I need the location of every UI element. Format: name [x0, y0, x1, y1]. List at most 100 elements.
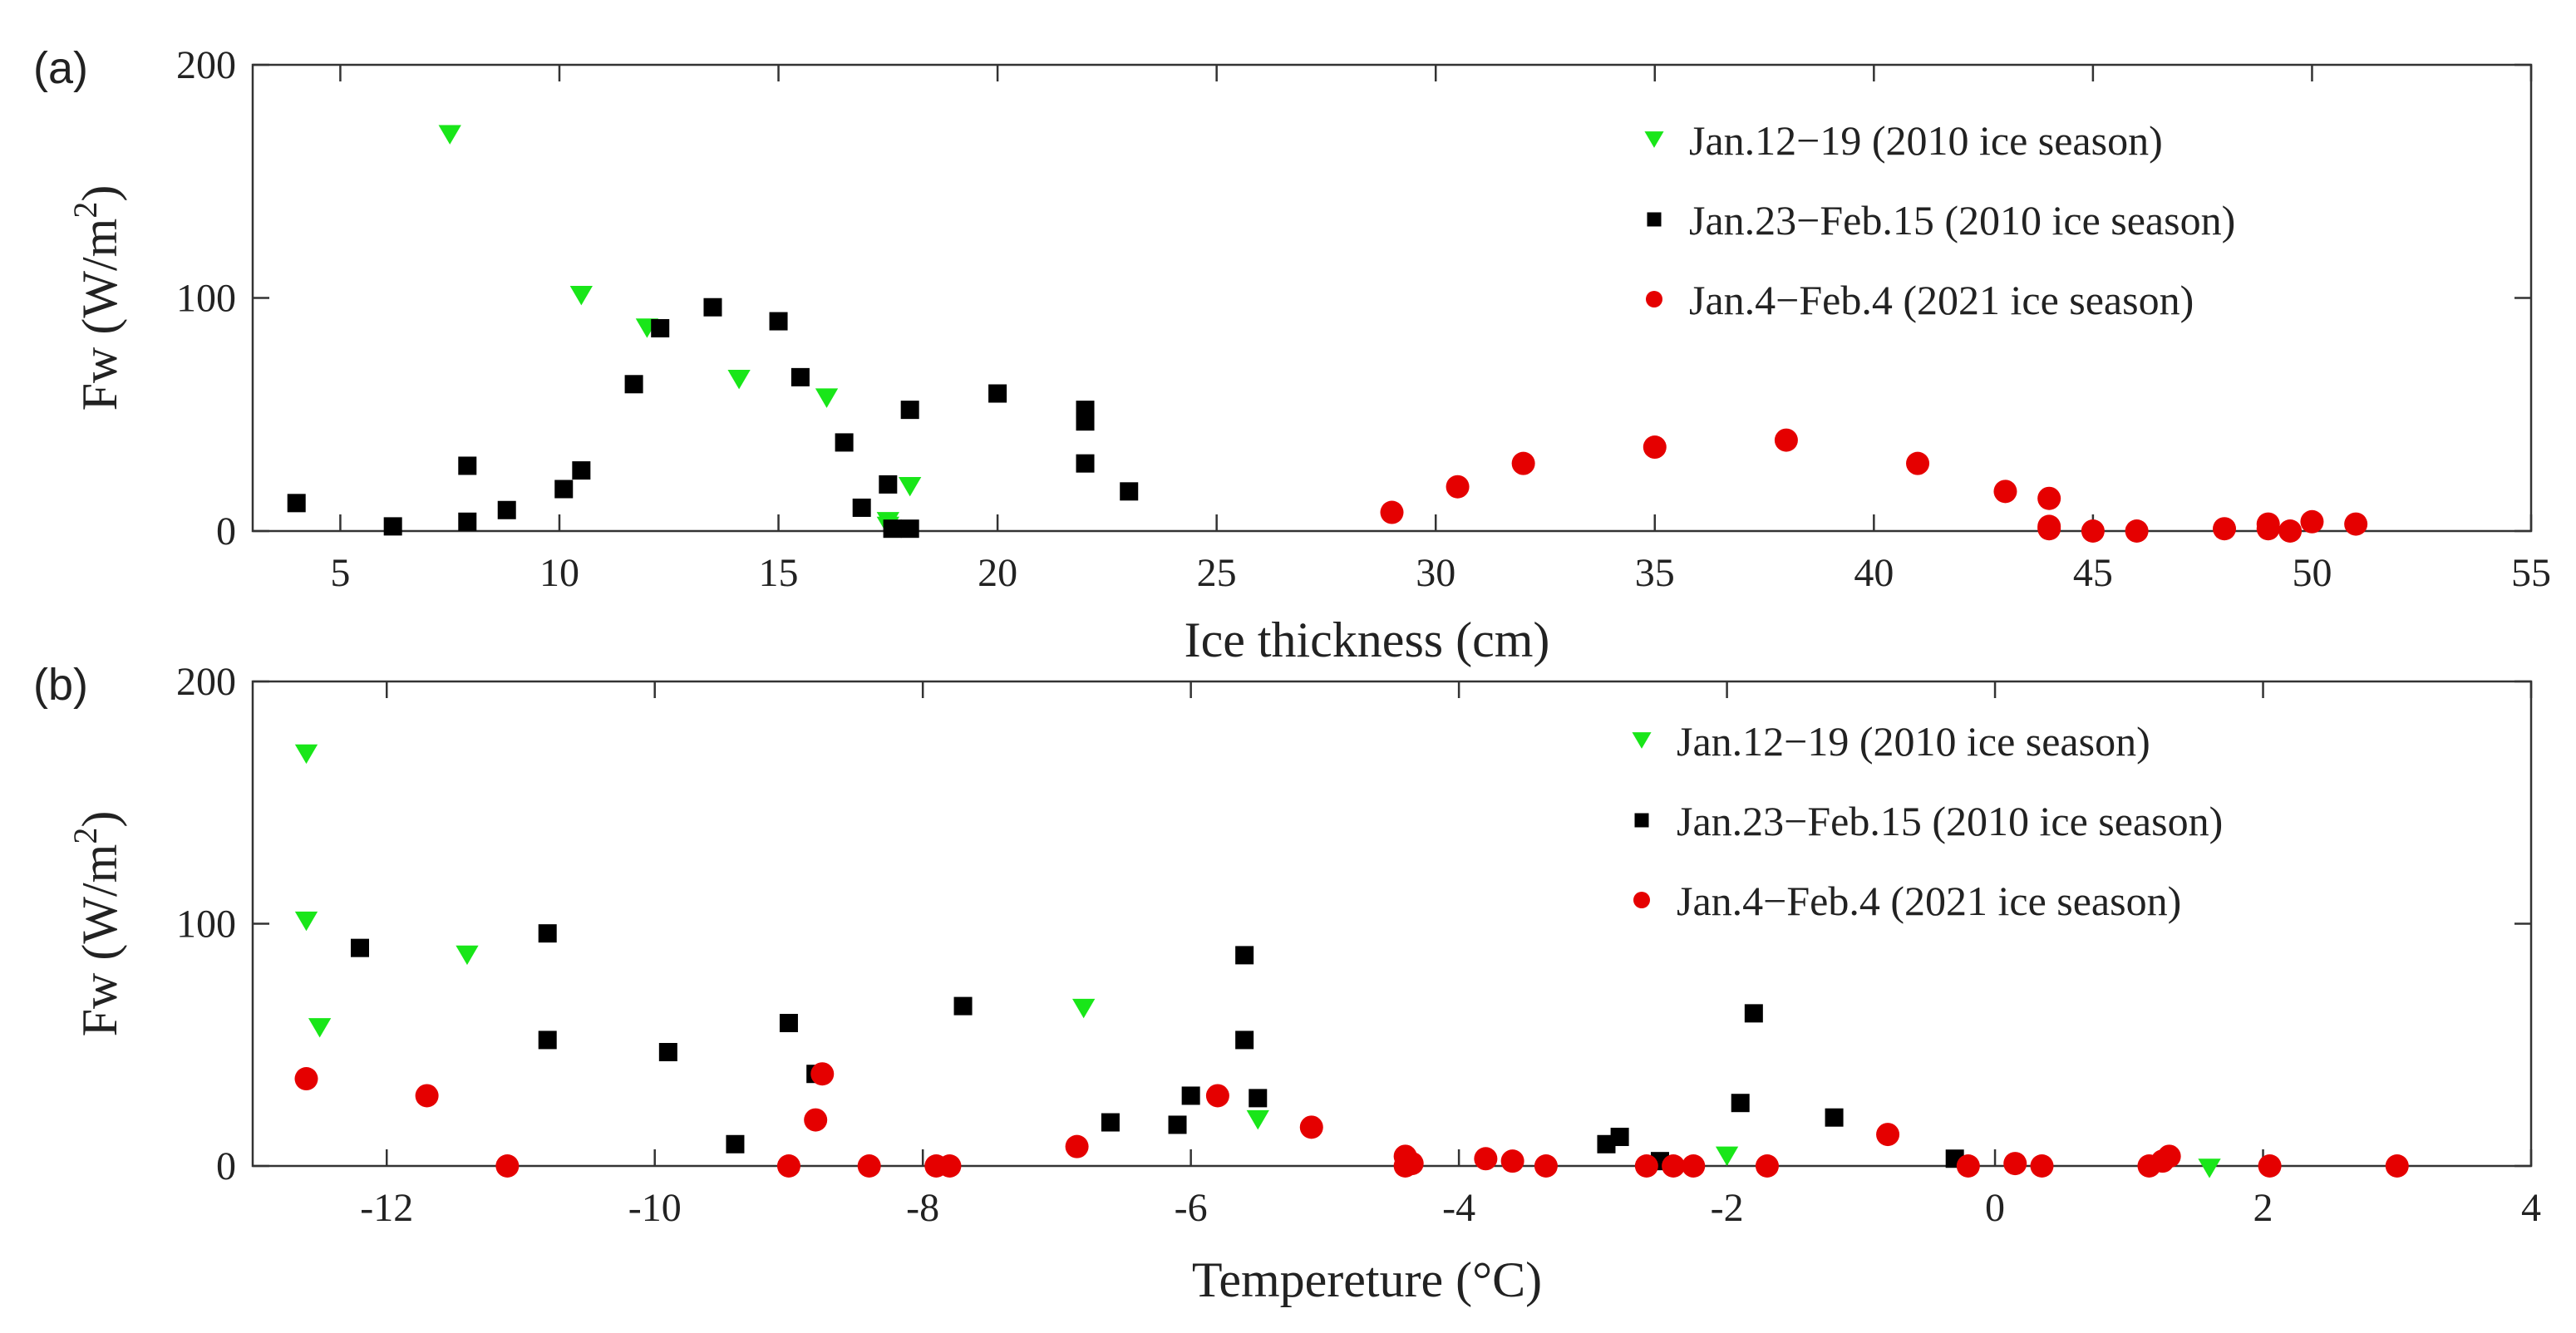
- x-tick-label: 2: [2253, 1186, 2273, 1230]
- marker-circle: [1400, 1152, 1424, 1176]
- x-tick-label: 30: [1416, 551, 1455, 595]
- marker-square: [383, 517, 402, 536]
- marker-triangle: [899, 477, 922, 497]
- x-tick-label: -4: [1442, 1186, 1475, 1230]
- marker-square: [538, 1030, 557, 1050]
- marker-circle: [2030, 1154, 2054, 1178]
- marker-triangle: [308, 1018, 332, 1038]
- x-tick-label: 10: [539, 551, 579, 595]
- x-tick-label: -12: [360, 1186, 413, 1230]
- marker-circle: [1774, 428, 1798, 452]
- marker-square: [900, 401, 919, 420]
- marker-square: [791, 367, 810, 386]
- marker-square: [1647, 212, 1662, 227]
- marker-circle: [1500, 1149, 1524, 1173]
- marker-square: [1731, 1094, 1750, 1113]
- marker-square: [1168, 1115, 1187, 1134]
- marker-circle: [804, 1108, 828, 1132]
- marker-square: [1181, 1086, 1200, 1105]
- legend-entry: Jan.4−Feb.4 (2021 ice season): [1677, 878, 2181, 924]
- marker-circle: [1956, 1154, 1980, 1178]
- marker-circle: [1511, 451, 1535, 475]
- marker-square: [879, 475, 898, 494]
- marker-square: [1744, 1004, 1763, 1023]
- marker-circle: [1065, 1134, 1089, 1158]
- y-axis-label-main: Fw (W/m: [72, 844, 127, 1037]
- marker-circle: [938, 1154, 962, 1178]
- x-tick-label: 45: [2073, 551, 2113, 595]
- marker-circle: [1646, 291, 1662, 307]
- x-tick-label: 25: [1197, 551, 1237, 595]
- marker-circle: [415, 1084, 439, 1108]
- x-tick-label: -6: [1175, 1186, 1208, 1230]
- marker-circle: [2385, 1154, 2409, 1178]
- marker-triangle: [294, 744, 318, 765]
- x-axis-label: Ice thickness (cm): [1185, 612, 1550, 667]
- x-tick-label: 0: [1985, 1186, 2005, 1230]
- marker-circle: [1446, 475, 1470, 499]
- marker-square: [554, 480, 574, 499]
- marker-square: [769, 312, 788, 331]
- marker-square: [624, 375, 643, 394]
- y-axis-label-main: Fw (W/m: [72, 219, 127, 411]
- marker-circle: [776, 1154, 800, 1178]
- marker-circle: [495, 1154, 520, 1178]
- marker-square: [350, 938, 369, 957]
- marker-square: [779, 1014, 798, 1033]
- y-axis-label-sup: 2: [66, 202, 104, 219]
- marker-square: [835, 433, 854, 452]
- series-triangle-down: [294, 744, 2221, 1178]
- series-circle: [1380, 428, 2368, 543]
- marker-triangle: [2198, 1158, 2221, 1178]
- x-tick-label: 20: [978, 551, 1017, 595]
- marker-triangle: [1715, 1146, 1739, 1167]
- x-tick-label: -8: [906, 1186, 939, 1230]
- plot-frame: [251, 680, 2533, 1168]
- marker-circle: [2258, 1154, 2282, 1178]
- marker-triangle: [569, 285, 593, 306]
- marker-circle: [810, 1062, 835, 1086]
- legend: Jan.12−19 (2010 ice season) Jan.23−Feb.15…: [1632, 718, 2223, 924]
- marker-circle: [1755, 1154, 1779, 1178]
- marker-square: [988, 384, 1007, 403]
- marker-circle: [1876, 1123, 1900, 1147]
- y-tick-label: 0: [216, 1144, 236, 1188]
- marker-circle: [1906, 451, 1930, 475]
- marker-square: [900, 519, 919, 539]
- marker-square: [1249, 1089, 1268, 1108]
- y-tick-label: 0: [216, 509, 236, 553]
- marker-square: [538, 924, 557, 943]
- y-tick-label: 100: [176, 277, 236, 321]
- legend: Jan.12−19 (2010 ice season) Jan.23−Feb.15…: [1644, 117, 2235, 323]
- marker-square: [852, 498, 871, 517]
- marker-square: [1235, 1030, 1254, 1050]
- marker-triangle: [438, 125, 461, 145]
- marker-triangle: [1632, 732, 1652, 749]
- marker-circle: [1633, 892, 1650, 908]
- marker-circle: [1634, 1154, 1658, 1178]
- marker-square: [703, 298, 722, 317]
- x-tick-label: 4: [2521, 1186, 2541, 1230]
- marker-square: [953, 996, 973, 1016]
- marker-circle: [2003, 1152, 2027, 1176]
- x-tick-label: 40: [1854, 551, 1894, 595]
- marker-square: [1634, 813, 1649, 828]
- x-tick-label: 5: [330, 551, 350, 595]
- y-tick-label: 200: [176, 43, 236, 87]
- marker-circle: [2256, 517, 2280, 541]
- marker-circle: [2037, 517, 2061, 541]
- marker-circle: [857, 1154, 881, 1178]
- legend-entry: Jan.12−19 (2010 ice season): [1677, 718, 2150, 765]
- series-square: [350, 924, 1964, 1171]
- panel-b: -12 -10 -8 -6 -4 -2 0 2 4 0 100 200 (b) Tempereture (…: [33, 660, 2541, 1307]
- marker-circle: [2344, 512, 2368, 536]
- legend-entry: Jan.12−19 (2010 ice season): [1689, 117, 2163, 164]
- marker-square: [1076, 454, 1095, 473]
- series-square: [287, 298, 1139, 539]
- marker-circle: [2037, 486, 2061, 510]
- marker-square: [458, 456, 477, 475]
- marker-square: [1120, 482, 1139, 501]
- y-axis-label-sup: 2: [66, 828, 104, 844]
- marker-circle: [1643, 435, 1667, 460]
